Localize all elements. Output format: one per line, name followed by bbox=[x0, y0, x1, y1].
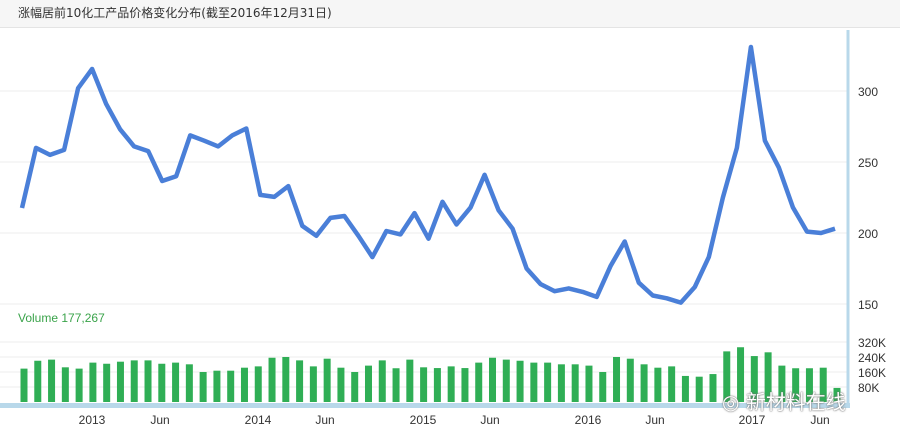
volume-label: Volume 177,267 bbox=[18, 311, 105, 325]
volume-bar bbox=[516, 360, 524, 402]
volume-bar bbox=[34, 360, 42, 402]
volume-bar bbox=[254, 366, 262, 402]
volume-bar bbox=[544, 362, 552, 402]
x-tick-label: Jun bbox=[645, 413, 664, 427]
volume-bar bbox=[144, 360, 152, 402]
volume-bar bbox=[489, 357, 497, 402]
volume-bar bbox=[792, 368, 800, 402]
x-tick-label: Jun bbox=[315, 413, 334, 427]
price-y-tick-label: 200 bbox=[858, 227, 878, 241]
volume-bar bbox=[668, 366, 676, 402]
volume-y-tick-label: 80K bbox=[858, 381, 879, 395]
volume-bar bbox=[654, 367, 662, 402]
volume-bar bbox=[185, 364, 193, 402]
watermark: ◎ 新材料在线 bbox=[722, 386, 846, 415]
volume-bar bbox=[502, 359, 510, 402]
x-tick-label: Jun bbox=[810, 413, 829, 427]
chart-title: 涨幅居前10化工产品价格变化分布(截至2016年12月31日) bbox=[0, 0, 900, 28]
volume-bar bbox=[103, 363, 111, 402]
x-tick-label: 2015 bbox=[410, 413, 437, 427]
price-y-tick-label: 300 bbox=[858, 85, 878, 99]
volume-bar bbox=[282, 357, 290, 402]
volume-bar bbox=[378, 360, 386, 402]
watermark-text: 新材料在线 bbox=[745, 390, 846, 414]
volume-bar bbox=[709, 374, 717, 402]
price-y-tick-label: 250 bbox=[858, 156, 878, 170]
volume-bar bbox=[364, 365, 372, 402]
volume-bar bbox=[805, 368, 813, 402]
volume-bar bbox=[819, 367, 827, 402]
volume-bar bbox=[461, 368, 469, 402]
volume-bar bbox=[599, 372, 607, 402]
volume-bar bbox=[268, 357, 276, 402]
bottom-axis bbox=[0, 403, 850, 408]
volume-bar bbox=[130, 360, 138, 402]
volume-bar bbox=[116, 361, 124, 402]
x-tick-label: 2017 bbox=[739, 413, 766, 427]
price-y-tick-label: 150 bbox=[858, 298, 878, 312]
volume-bar bbox=[89, 362, 97, 402]
x-tick-label: 2016 bbox=[575, 413, 602, 427]
volume-bar bbox=[309, 366, 317, 402]
volume-bar bbox=[158, 363, 166, 402]
volume-bar bbox=[227, 370, 235, 402]
volume-bar bbox=[530, 362, 538, 402]
x-tick-label: Jun bbox=[480, 413, 499, 427]
volume-bar bbox=[20, 368, 28, 402]
volume-bar bbox=[172, 362, 180, 402]
volume-bar bbox=[681, 375, 689, 402]
volume-bar bbox=[61, 367, 69, 402]
volume-bar bbox=[337, 367, 345, 402]
volume-bar bbox=[626, 358, 634, 402]
volume-bar bbox=[447, 366, 455, 402]
x-tick-label: Jun bbox=[150, 413, 169, 427]
wechat-icon: ◎ bbox=[722, 390, 740, 414]
price-line bbox=[19, 44, 836, 305]
volume-bar bbox=[199, 372, 207, 402]
volume-bar bbox=[75, 368, 83, 402]
x-tick-label: 2014 bbox=[245, 413, 272, 427]
volume-y-tick-label: 320K bbox=[858, 336, 886, 350]
volume-bar bbox=[475, 362, 483, 402]
volume-bar bbox=[613, 357, 621, 402]
volume-bar bbox=[323, 358, 331, 402]
volume-bar bbox=[737, 347, 745, 402]
volume-bar bbox=[585, 365, 593, 402]
volume-bar bbox=[571, 364, 579, 402]
volume-bar bbox=[695, 376, 703, 402]
volume-bar bbox=[764, 352, 772, 402]
volume-bar bbox=[392, 368, 400, 402]
volume-bar bbox=[406, 359, 414, 402]
x-tick-label: 2013 bbox=[79, 413, 106, 427]
volume-bar bbox=[48, 359, 56, 402]
volume-bar bbox=[296, 360, 304, 402]
volume-bar bbox=[351, 372, 359, 402]
volume-y-tick-label: 160K bbox=[858, 366, 886, 380]
volume-bar bbox=[833, 387, 841, 402]
volume-bar bbox=[213, 370, 221, 402]
volume-bar bbox=[420, 367, 428, 402]
volume-bar bbox=[240, 367, 248, 402]
volume-y-tick-label: 240K bbox=[858, 351, 886, 365]
volume-bar bbox=[557, 364, 565, 402]
volume-bar bbox=[750, 356, 758, 402]
volume-bar bbox=[778, 365, 786, 402]
volume-bar bbox=[723, 351, 731, 402]
volume-bar bbox=[433, 368, 441, 402]
volume-bar bbox=[640, 364, 648, 402]
